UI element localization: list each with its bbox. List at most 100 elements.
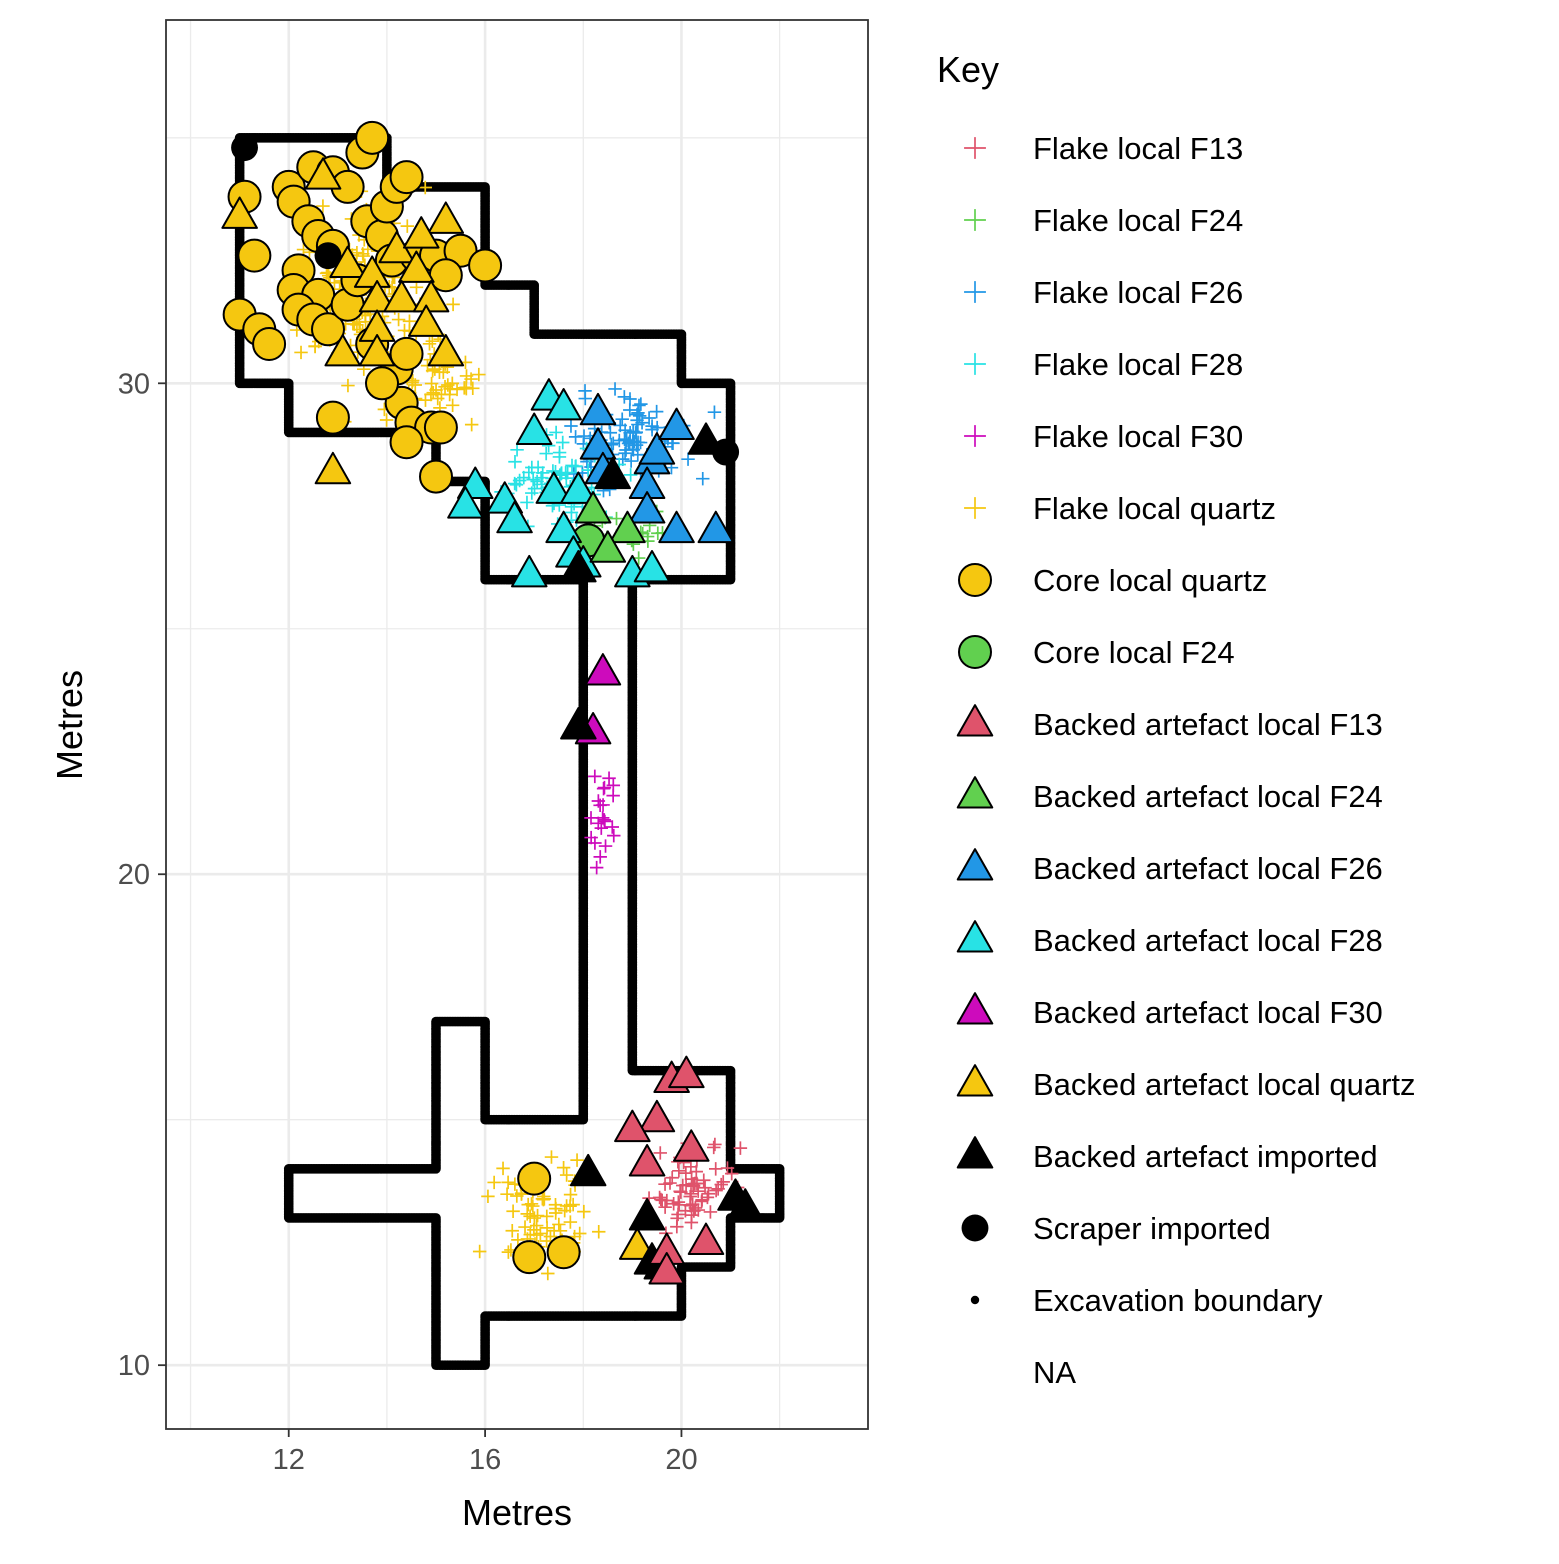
point-core-local-quartz — [311, 312, 345, 347]
flake-point-flake-local-quartz — [341, 378, 355, 393]
flake-point-flake-local-f13 — [670, 1211, 684, 1226]
flake-point-flake-local-f28 — [530, 474, 544, 489]
point-backed-artefact-local-f24 — [589, 530, 627, 563]
point-core-local-quartz — [237, 238, 272, 273]
flake-point-flake-local-f30 — [598, 839, 613, 853]
legend-key-backed-artefact-local-f28 — [956, 920, 994, 953]
y-tick-label: 30 — [118, 368, 150, 400]
point-backed-artefact-local-quartz — [304, 157, 342, 190]
point-core-local-quartz — [252, 327, 287, 362]
legend-label: Excavation boundary — [1033, 1283, 1323, 1318]
flake-point-flake-local-quartz — [308, 339, 322, 354]
legend-label: Core local F24 — [1033, 635, 1235, 670]
legend-label: Backed artefact local F28 — [1033, 923, 1383, 958]
point-backed-artefact-local-quartz — [427, 201, 465, 234]
flake-point-flake-local-quartz — [501, 1175, 515, 1190]
panel-border — [165, 19, 869, 1430]
flake-point-flake-local-f30 — [588, 769, 602, 784]
flake-point-flake-local-f30 — [594, 821, 609, 835]
flake-point-flake-local-f26 — [623, 403, 637, 417]
artefact-markers — [221, 120, 764, 1285]
flake-point-flake-local-f13 — [684, 1172, 699, 1186]
flake-point-flake-local-f13 — [708, 1137, 722, 1152]
flake-point-flake-local-f13 — [658, 1200, 672, 1214]
legend-key-excavation-boundary — [970, 1295, 980, 1305]
legend-label: Flake local F24 — [1033, 203, 1243, 238]
legend-key-backed-artefact-local-f24 — [956, 776, 994, 809]
flake-point-flake-local-f13 — [700, 1190, 715, 1205]
flake-point-flake-local-f26 — [642, 411, 656, 425]
flake-point-flake-local-quartz — [533, 1226, 548, 1241]
flake-point-flake-local-f26 — [696, 471, 710, 486]
point-backed-artefact-local-f13 — [668, 1055, 705, 1089]
legend-title: Key — [937, 49, 999, 90]
flake-point-flake-local-quartz — [418, 393, 433, 407]
flake-point-flake-local-quartz — [481, 1189, 495, 1204]
flake-point-flake-local-f26 — [608, 382, 622, 396]
flake-point-flake-local-f26 — [606, 436, 620, 451]
flake-point-flake-local-f13 — [707, 1140, 721, 1155]
flake-point-flake-local-quartz — [526, 1199, 540, 1213]
flake-point-flake-local-f30 — [596, 798, 610, 812]
flake-point-flake-local-f30 — [602, 771, 616, 785]
flake-point-flake-local-f26 — [578, 384, 592, 398]
flake-point-flake-local-f26 — [632, 409, 647, 423]
legend-item-backed-artefact-local-f13: Backed artefact local F13 — [956, 704, 1383, 742]
point-backed-artefact-local-quartz — [353, 255, 391, 288]
flake-point-flake-local-f26 — [564, 419, 578, 433]
legend-item-core-local-f24: Core local F24 — [958, 635, 1235, 670]
flake-point-flake-local-quartz — [563, 1215, 578, 1229]
point-core-local-quartz — [355, 120, 390, 155]
point-scraper-imported — [314, 242, 342, 270]
point-core-local-quartz — [419, 459, 453, 494]
point-backed-artefact-local-quartz — [412, 279, 450, 313]
x-tick-label: 20 — [665, 1444, 697, 1476]
flake-point-flake-local-f13 — [716, 1175, 730, 1189]
legend-item-backed-artefact-local-f30: Backed artefact local F30 — [956, 992, 1383, 1030]
legend-key-flake-local-f13 — [964, 137, 986, 159]
flake-point-flake-local-quartz — [316, 199, 330, 213]
y-axis-title: Metres — [49, 670, 90, 780]
point-core-local-quartz — [512, 1240, 547, 1275]
point-backed-artefact-local-quartz — [402, 216, 440, 249]
flake-point-flake-local-quartz — [472, 1244, 487, 1259]
legend-key-backed-artefact-local-f26 — [956, 848, 994, 881]
legend-key-flake-local-f26 — [964, 281, 986, 303]
flake-point-flake-local-f13 — [652, 1190, 667, 1205]
flake-point-flake-local-f26 — [629, 425, 643, 439]
flake-point-flake-local-f13 — [665, 1171, 679, 1185]
flake-point-flake-local-f26 — [634, 397, 648, 411]
flake-point-flake-local-f30 — [596, 781, 611, 796]
point-backed-artefact-local-f13 — [638, 1099, 676, 1133]
flake-point-flake-local-f26 — [649, 404, 664, 419]
flake-point-flake-local-quartz — [544, 1150, 559, 1164]
flake-point-flake-local-f13 — [701, 1187, 716, 1201]
point-backed-artefact-local-quartz — [407, 304, 445, 337]
point-backed-artefact-local-f24 — [609, 510, 646, 544]
point-backed-artefact-local-quartz — [358, 333, 396, 367]
flake-point-flake-local-quartz — [556, 1160, 571, 1175]
legend: Key Flake local F13 Flake local F24 Flake … — [937, 49, 1416, 1390]
flake-point-flake-local-f24 — [609, 511, 624, 526]
point-core-local-quartz — [468, 248, 503, 283]
flake-point-flake-local-f26 — [633, 435, 648, 450]
legend-key-backed-artefact-local-f30 — [956, 992, 994, 1025]
legend-label: Backed artefact local F26 — [1033, 851, 1383, 886]
flake-point-flake-local-quartz — [563, 1187, 578, 1202]
flake-point-flake-local-f13 — [695, 1193, 709, 1207]
point-scraper-imported — [231, 134, 258, 162]
flake-point-flake-local-quartz — [559, 1168, 574, 1182]
legend-item-na: NA — [1033, 1355, 1076, 1390]
flake-point-flake-local-f13 — [653, 1146, 667, 1160]
point-backed-artefact-local-f26 — [697, 510, 735, 544]
legend-label: Flake local F28 — [1033, 347, 1243, 382]
point-core-local-quartz — [389, 336, 424, 371]
flake-point-flake-local-f30 — [607, 828, 621, 843]
point-backed-artefact-local-f13 — [614, 1109, 651, 1143]
flake-point-flake-local-f26 — [568, 430, 583, 444]
legend-label: Backed artefact imported — [1033, 1139, 1378, 1174]
point-backed-artefact-imported — [594, 456, 632, 490]
flake-point-flake-local-quartz — [501, 1245, 516, 1259]
flake-point-flake-local-f13 — [714, 1177, 728, 1192]
point-backed-artefact-local-f13 — [687, 1222, 725, 1255]
